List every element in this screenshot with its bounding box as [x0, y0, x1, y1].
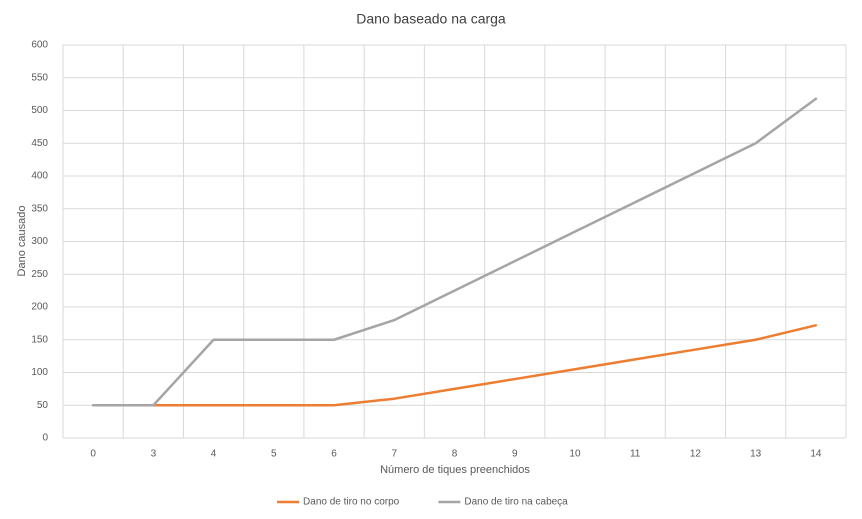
x-tick-label: 14	[810, 449, 822, 460]
x-tick-label: 11	[630, 449, 641, 460]
y-tick-label: 500	[31, 105, 48, 116]
x-tick-label: 8	[452, 449, 458, 460]
data-line	[91, 324, 818, 407]
legend-label: Dano de tiro na cabeça	[464, 497, 568, 508]
y-tick-label: 550	[31, 72, 48, 83]
y-tick-label: 150	[31, 334, 48, 345]
x-tick-label: 0	[90, 449, 96, 460]
x-tick-label: 13	[750, 449, 762, 460]
x-tick-label: 5	[271, 449, 277, 460]
y-tick-label: 50	[37, 400, 49, 411]
x-tick-label: 3	[151, 449, 157, 460]
y-tick-label: 300	[31, 236, 48, 247]
y-tick-label: 0	[42, 433, 48, 444]
y-tick-label: 600	[31, 40, 48, 51]
y-axis-title: Dano causado	[16, 206, 28, 277]
y-tick-label: 350	[31, 203, 48, 214]
x-tick-label: 10	[569, 449, 581, 460]
x-tick-label: 7	[391, 449, 397, 460]
x-tick-label: 12	[690, 449, 702, 460]
y-tick-label: 450	[31, 138, 48, 149]
y-tick-label: 250	[31, 269, 48, 280]
y-tick-label: 100	[31, 367, 48, 378]
legend-label: Dano de tiro no corpo	[303, 497, 400, 508]
y-tick-label: 400	[31, 171, 48, 182]
chart-title: Dano baseado na carga	[356, 11, 506, 27]
x-axis-title: Número de tiques preenchidos	[380, 464, 530, 476]
y-tick-label: 200	[31, 302, 48, 313]
x-tick-label: 9	[512, 449, 518, 460]
x-tick-label: 4	[211, 449, 217, 460]
data-line	[91, 97, 818, 407]
x-tick-label: 6	[331, 449, 337, 460]
